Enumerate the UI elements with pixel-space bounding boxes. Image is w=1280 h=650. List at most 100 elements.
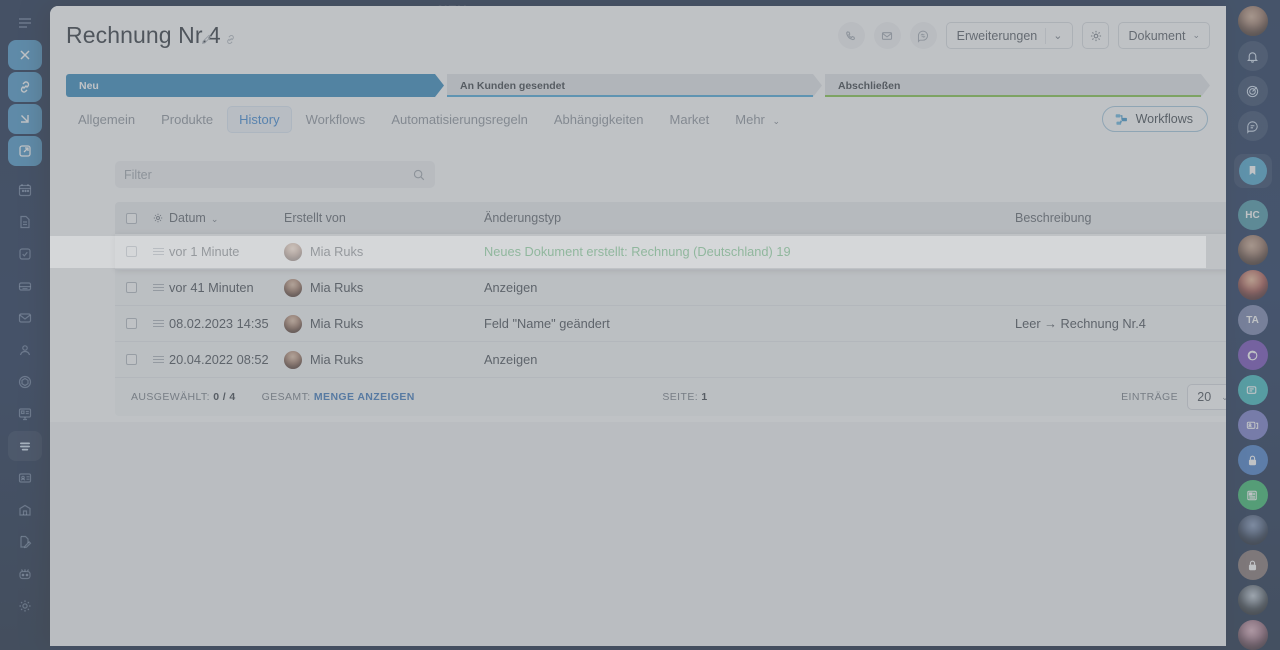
contact-avatar-2[interactable] xyxy=(1237,270,1268,300)
entries-select[interactable]: 20 ⌄ xyxy=(1187,384,1226,410)
pipeline-stage-an-kunden-gesendet[interactable]: An Kunden gesendet xyxy=(447,74,822,97)
column-label: Beschreibung xyxy=(1015,211,1092,225)
menu-icon[interactable] xyxy=(8,8,42,38)
tab-abhaengigkeiten[interactable]: Abhängigkeiten xyxy=(542,106,656,133)
column-header-beschreibung[interactable]: Beschreibung xyxy=(1015,211,1226,225)
table-row[interactable]: vor 41 Minuten Mia Ruks Anzeigen xyxy=(115,270,1226,306)
table-row[interactable]: vor 1 Minute Mia Ruks Neues Dokument ers… xyxy=(115,234,1226,270)
show-total-link[interactable]: Menge anzeigen xyxy=(313,391,415,403)
workflows-button[interactable]: Workflows xyxy=(1101,106,1208,132)
contacts-icon[interactable] xyxy=(8,335,42,365)
tab-label: Workflows xyxy=(305,112,366,127)
tab-label: Automatisierungsregeln xyxy=(391,112,528,127)
tab-label: Mehr xyxy=(735,112,765,127)
app-icon-teal-chat[interactable] xyxy=(1237,375,1268,405)
entries-value: 20 xyxy=(1197,390,1212,404)
archive-icon[interactable] xyxy=(8,495,42,525)
envelope-icon[interactable] xyxy=(8,303,42,333)
tab-market[interactable]: Market xyxy=(658,106,722,133)
column-header-aenderungstyp[interactable]: Änderungstyp xyxy=(484,211,1015,225)
download-arrow-icon[interactable] xyxy=(8,104,42,134)
row-user: Mia Ruks xyxy=(284,350,484,369)
grip-icon xyxy=(152,320,164,327)
tab-produkte[interactable]: Produkte xyxy=(149,106,225,133)
app-icon-contacts[interactable] xyxy=(1237,410,1268,440)
notifications-bell-icon[interactable] xyxy=(1237,41,1268,71)
document-dropdown[interactable]: Dokument ⌄ xyxy=(1118,22,1210,49)
left-sidebar xyxy=(0,0,50,650)
robot-icon[interactable] xyxy=(8,559,42,589)
inbox-icon[interactable] xyxy=(8,271,42,301)
chat-icon[interactable] xyxy=(1237,111,1268,141)
edit-document-icon[interactable] xyxy=(8,527,42,557)
app-icon-news-green[interactable] xyxy=(1237,480,1268,510)
selected-label: Ausgewählt: xyxy=(131,391,210,403)
row-checkbox[interactable] xyxy=(115,246,147,257)
tab-mehr[interactable]: Mehr ⌄ xyxy=(723,106,792,133)
total-count: Gesamt: Menge anzeigen xyxy=(262,391,415,403)
row-drag-handle[interactable] xyxy=(147,248,169,255)
contact-avatar-4[interactable] xyxy=(1237,585,1268,615)
tab-allgemein[interactable]: Allgemein xyxy=(66,106,147,133)
phone-icon[interactable] xyxy=(837,22,865,49)
filter-bar[interactable] xyxy=(115,161,435,188)
column-label: Erstellt von xyxy=(284,211,346,225)
row-drag-handle[interactable] xyxy=(147,284,169,291)
row-description: Leer → Rechnung Nr.4 xyxy=(1015,316,1146,331)
row-checkbox[interactable] xyxy=(115,354,147,365)
column-header-erstellt-von[interactable]: Erstellt von xyxy=(284,211,484,225)
envelope-icon[interactable] xyxy=(873,22,901,49)
link-icon[interactable] xyxy=(224,33,237,51)
filter-input[interactable] xyxy=(124,167,412,182)
tab-workflows[interactable]: Workflows xyxy=(294,106,378,133)
pipeline-stage-abschliessen[interactable]: Abschließen xyxy=(825,74,1210,97)
settings-button[interactable] xyxy=(1082,22,1110,49)
calendar-icon[interactable] xyxy=(8,175,42,205)
external-link-icon[interactable] xyxy=(8,136,42,166)
link-icon[interactable] xyxy=(8,72,42,102)
contact-avatar-1[interactable] xyxy=(1237,235,1268,265)
column-label: Änderungstyp xyxy=(484,211,562,225)
table-row[interactable]: 20.04.2022 08:52 Mia Ruks Anzeigen xyxy=(115,342,1226,378)
checkbox-box xyxy=(125,282,137,293)
table-row[interactable]: 08.02.2023 14:35 Mia Ruks Feld "Name" ge… xyxy=(115,306,1226,342)
close-icon[interactable] xyxy=(8,40,42,70)
table-settings-button[interactable] xyxy=(147,212,169,224)
select-all-checkbox[interactable] xyxy=(115,212,147,224)
contact-avatar-3[interactable] xyxy=(1237,515,1268,545)
row-checkbox[interactable] xyxy=(115,318,147,329)
tab-history[interactable]: History xyxy=(227,106,292,133)
bookmark-icon[interactable] xyxy=(1233,153,1272,188)
gear-icon xyxy=(1090,30,1102,41)
feed-icon[interactable] xyxy=(8,431,42,461)
target-icon[interactable] xyxy=(1237,76,1268,106)
presentation-icon[interactable] xyxy=(8,399,42,429)
right-sidebar: HC TA xyxy=(1225,0,1280,650)
app-icon-purple[interactable] xyxy=(1237,340,1268,370)
gear-icon[interactable] xyxy=(8,591,42,621)
avatar xyxy=(284,350,302,369)
tab-automatisierungsregeln[interactable]: Automatisierungsregeln xyxy=(379,106,540,133)
document-icon[interactable] xyxy=(8,207,42,237)
document-modal: Rechnung Nr.4 xyxy=(50,6,1226,646)
row-checkbox[interactable] xyxy=(115,282,147,293)
extensions-dropdown[interactable]: Erweiterungen ⌄ xyxy=(945,22,1074,49)
app-icon-lock-blue[interactable] xyxy=(1237,445,1268,475)
id-card-icon[interactable] xyxy=(8,463,42,493)
contact-avatar-5[interactable] xyxy=(1237,620,1268,650)
row-drag-handle[interactable] xyxy=(147,356,169,363)
user-avatar[interactable] xyxy=(1237,6,1268,36)
app-icon-lock-grey[interactable] xyxy=(1237,550,1268,580)
tab-label: Market xyxy=(669,112,710,127)
checkbox-task-icon[interactable] xyxy=(8,239,42,269)
pipeline-stage-neu[interactable]: Neu xyxy=(66,74,444,97)
column-header-datum[interactable]: Datum ⌄ xyxy=(169,211,284,225)
circle-hex-icon[interactable] xyxy=(8,367,42,397)
extensions-label: Erweiterungen xyxy=(956,28,1038,43)
row-drag-handle[interactable] xyxy=(147,320,169,327)
contact-initials-ta[interactable]: TA xyxy=(1237,305,1268,335)
chat-icon[interactable] xyxy=(909,22,937,49)
contact-initials-hc[interactable]: HC xyxy=(1237,200,1268,230)
pencil-icon[interactable] xyxy=(200,33,213,51)
